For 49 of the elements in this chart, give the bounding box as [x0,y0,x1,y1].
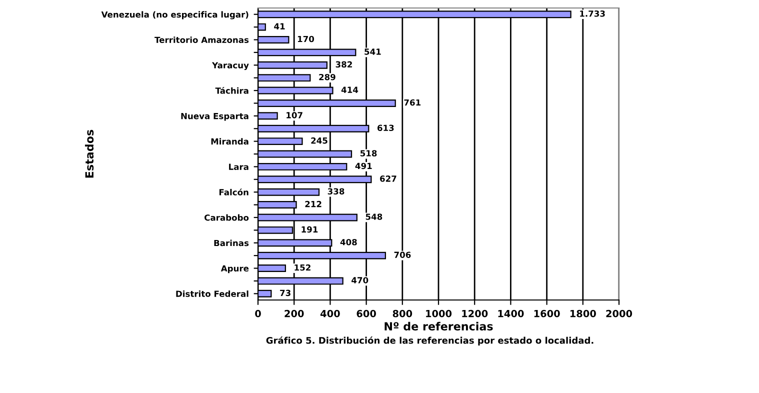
y-tick-label: Territorio Amazonas [154,36,249,44]
x-tick-label: 200 [284,310,304,318]
text: Gráfico 5. Distribución de las referencias por estado o localidad. [266,336,594,346]
data-label: 491 [355,162,372,170]
data-label: 613 [377,124,394,132]
y-tick-label: Distrito Federal [176,290,248,297]
y-tick-label: Yaracuy [212,62,249,70]
y-tick-label: Nueva Esparta [181,113,248,121]
x-tick-label: 0 [255,310,261,318]
data-label: 761 [404,99,421,106]
data-label: 152 [294,264,310,271]
data-label: 518 [360,150,377,156]
data-label: 212 [305,200,322,208]
data-label: 470 [352,277,368,284]
y-axis-title: Estados [84,130,94,178]
data-label: 408 [340,238,357,246]
x-tick-label: 800 [392,310,412,318]
y-tick-label: Lara [229,164,248,170]
x-tick-label: 400 [320,310,340,318]
x-tick-label: 1200 [462,310,488,318]
data-label: 382 [336,61,352,68]
y-tick-label: Apure [220,265,249,274]
data-label: 170 [298,36,314,42]
data-label: 289 [319,74,336,80]
y-tick-label: Miranda [211,138,248,145]
data-label: 107 [286,112,302,118]
data-label: 73 [280,290,290,296]
data-label: 41 [274,23,285,30]
data-label: 541 [364,48,381,55]
x-tick-label: 1400 [498,310,524,318]
data-label: 338 [328,188,344,195]
x-tick-label: 2000 [606,310,632,318]
x-tick-label: 1800 [570,310,596,318]
data-label: 414 [341,86,358,93]
y-tick-label: Carabobo [204,214,249,221]
data-label: 1.733 [580,10,605,17]
x-axis-title: Nº de referencias [384,322,493,331]
y-tick-label: Venezuela (no especifica lugar) [101,11,248,20]
data-label: 706 [394,252,411,258]
data-label: 548 [366,214,382,220]
y-tick-label: Táchira [215,87,248,94]
data-label: 245 [311,137,328,144]
y-tick-label: Barinas [214,240,249,246]
data-label: 191 [302,226,318,233]
x-tick-label: 600 [356,310,376,318]
y-tick-label: Falcón [219,188,248,196]
data-label: 627 [380,176,396,182]
x-tick-label: 1000 [426,310,452,318]
x-tick-label: 1600 [534,310,560,318]
